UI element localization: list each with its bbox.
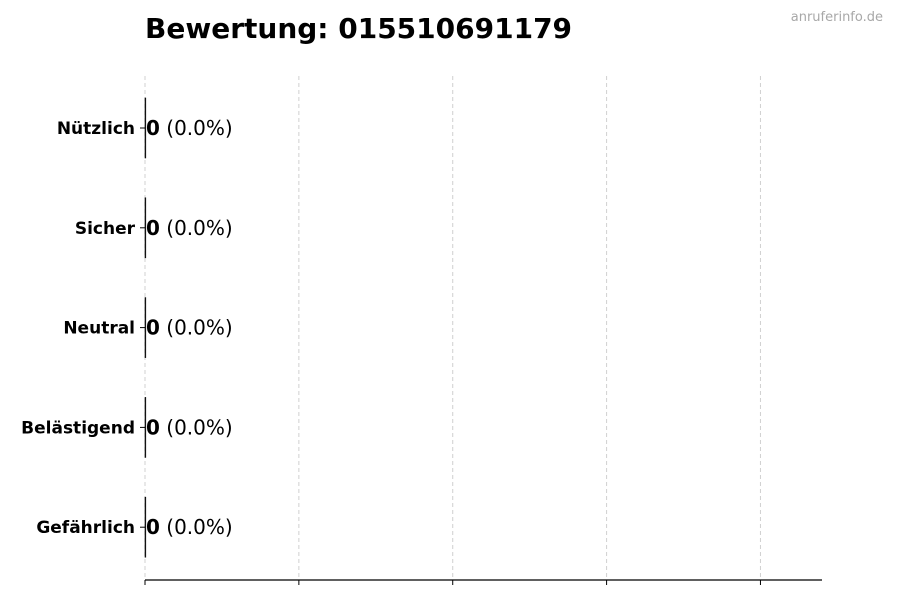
data-label: 0 (0.0%) — [146, 515, 233, 539]
data-label-count: 0 — [146, 216, 160, 240]
category-label: Neutral — [63, 319, 135, 339]
data-label: 0 (0.0%) — [146, 216, 233, 240]
data-label-percent: (0.0%) — [160, 515, 233, 539]
data-label-count: 0 — [146, 515, 160, 539]
data-label-percent: (0.0%) — [160, 216, 233, 240]
chart-title: Bewertung: 015510691179 — [145, 12, 573, 45]
data-label: 0 (0.0%) — [146, 415, 233, 439]
category-label: Sicher — [75, 219, 136, 239]
data-label: 0 (0.0%) — [146, 116, 233, 140]
category-label: Nützlich — [57, 119, 135, 139]
watermark: anruferinfo.de — [790, 10, 883, 25]
data-label-count: 0 — [146, 116, 160, 140]
category-label: Belästigend — [21, 418, 135, 438]
data-label: 0 (0.0%) — [146, 316, 233, 340]
data-label-percent: (0.0%) — [160, 116, 233, 140]
data-label-count: 0 — [146, 316, 160, 340]
category-label: Gefährlich — [36, 518, 135, 538]
data-label-percent: (0.0%) — [160, 415, 233, 439]
data-label-percent: (0.0%) — [160, 316, 233, 340]
data-label-count: 0 — [146, 415, 160, 439]
